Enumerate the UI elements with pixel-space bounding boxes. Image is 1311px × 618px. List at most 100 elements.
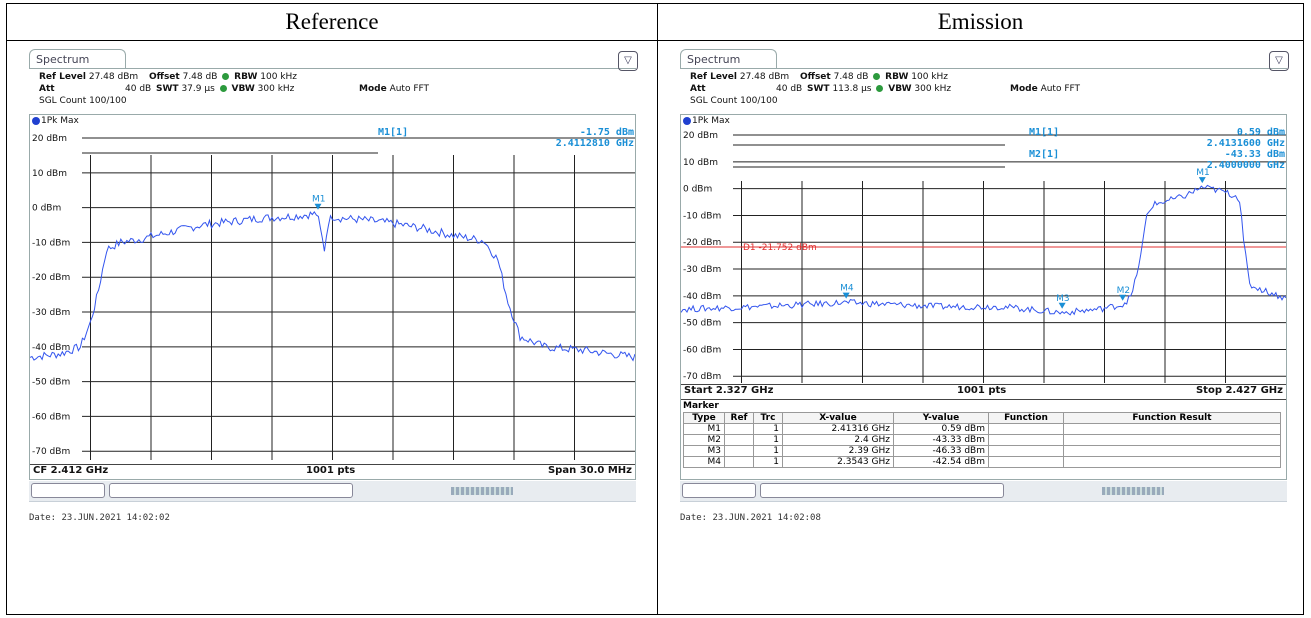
column-header: X-value bbox=[782, 412, 894, 424]
spectrum-tab[interactable]: Spectrum bbox=[680, 49, 777, 69]
marker-label: M1 bbox=[312, 195, 326, 205]
reference-chart: 20 dBm 10 dBm 0 dBm -10 dBm -20 dBm -30 dBm -4… bbox=[30, 127, 635, 460]
table-cell: 1 bbox=[753, 423, 783, 435]
att-value: 40 dB bbox=[776, 84, 803, 94]
table-cell: 2.39 GHz bbox=[782, 445, 894, 457]
table-cell: -43.33 dBm bbox=[893, 434, 989, 446]
status-field-1[interactable] bbox=[31, 483, 105, 498]
marker-icon bbox=[314, 203, 322, 210]
mode-row: Mode Auto FFT bbox=[359, 84, 430, 94]
swt-row: SWT 37.9 µs VBW 300 kHz bbox=[156, 84, 295, 94]
header-emission: Emission bbox=[658, 4, 1303, 41]
column-header: Ref bbox=[724, 412, 754, 424]
marker-readout-level: -1.75 dBm bbox=[580, 127, 634, 138]
table-cell bbox=[1063, 445, 1281, 457]
status-dot-icon bbox=[222, 73, 230, 80]
table-cell bbox=[988, 423, 1064, 435]
offset-row: Offset 7.48 dB RBW 100 kHz bbox=[149, 72, 297, 82]
trace-label: 1Pk Max bbox=[683, 116, 730, 126]
marker-icon bbox=[1119, 294, 1127, 301]
status-dot-icon bbox=[876, 85, 884, 92]
marker-icon bbox=[842, 292, 850, 299]
status-field-1[interactable] bbox=[682, 483, 756, 498]
display-line-label: D1 -21.752 dBm bbox=[743, 243, 817, 253]
y-tick-label: -10 dBm bbox=[32, 238, 70, 248]
marker-readout-name: M2[1] bbox=[1029, 149, 1059, 160]
y-tick-label: -60 dBm bbox=[32, 412, 70, 422]
marker-table-title: Marker bbox=[683, 401, 719, 411]
points-count: 1001 pts bbox=[957, 385, 1007, 396]
sgl-count: SGL Count 100/100 bbox=[690, 96, 778, 106]
spectrum-tab[interactable]: Spectrum bbox=[29, 49, 126, 69]
emission-panel: Spectrum ▽ Ref Level 27.48 dBm Offset 7.… bbox=[658, 41, 1307, 614]
tab-line bbox=[680, 68, 1287, 69]
marker-readout-level: 0.59 dBm bbox=[1237, 127, 1285, 138]
column-header: Type bbox=[683, 412, 725, 424]
status-dot-icon bbox=[873, 73, 881, 80]
marker-label: M4 bbox=[840, 284, 854, 294]
table-cell: -46.33 dBm bbox=[893, 445, 989, 457]
column-divider bbox=[657, 4, 658, 614]
status-bar bbox=[680, 481, 1287, 502]
table-cell: M4 bbox=[683, 456, 725, 468]
reference-footer: CF 2.412 GHz 1001 pts Span 30.0 MHz bbox=[30, 464, 635, 479]
sgl-count: SGL Count 100/100 bbox=[39, 96, 127, 106]
table-cell: M3 bbox=[683, 445, 725, 457]
y-tick-label: 20 dBm bbox=[683, 131, 718, 141]
trace-label: 1Pk Max bbox=[32, 116, 79, 126]
menu-icon[interactable]: ▽ bbox=[618, 51, 638, 71]
att-row: Att bbox=[39, 84, 55, 94]
points-count: 1001 pts bbox=[306, 465, 356, 476]
reference-panel: Spectrum ▽ Ref Level 27.48 dBm Offset 7.… bbox=[7, 41, 656, 614]
timestamp: Date: 23.JUN.2021 14:02:02 bbox=[29, 513, 170, 523]
column-header: Function Result bbox=[1063, 412, 1281, 424]
y-tick-label: -50 dBm bbox=[32, 378, 70, 388]
span-value: Span 30.0 MHz bbox=[547, 465, 632, 476]
progress-indicator bbox=[451, 487, 513, 495]
y-tick-label: -70 dBm bbox=[32, 447, 70, 457]
column-header: Trc bbox=[753, 412, 783, 424]
y-tick-label: -70 dBm bbox=[683, 372, 721, 382]
marker-readout-frequency: 2.4000000 GHz bbox=[1207, 160, 1285, 171]
y-tick-label: -60 dBm bbox=[683, 345, 721, 355]
center-frequency: CF 2.412 GHz bbox=[33, 465, 109, 476]
table-cell bbox=[1063, 423, 1281, 435]
y-tick-label: 10 dBm bbox=[683, 158, 718, 168]
table-row[interactable]: M3 1 2.39 GHz -46.33 dBm bbox=[683, 445, 1281, 457]
menu-icon[interactable]: ▽ bbox=[1269, 51, 1289, 71]
table-row[interactable]: M1 1 2.41316 GHz 0.59 dBm bbox=[683, 423, 1281, 435]
start-frequency: Start 2.327 GHz bbox=[684, 385, 774, 396]
marker-readout-frequency: 2.4131600 GHz bbox=[1207, 138, 1285, 149]
y-tick-label: 20 dBm bbox=[32, 134, 67, 144]
status-field-2[interactable] bbox=[109, 483, 353, 498]
trace-line bbox=[30, 211, 635, 362]
marker-icon bbox=[1198, 177, 1206, 184]
trace-line bbox=[681, 184, 1286, 316]
column-header: Function bbox=[988, 412, 1064, 424]
y-tick-label: -10 dBm bbox=[683, 211, 721, 221]
table-cell bbox=[724, 434, 754, 446]
table-cell bbox=[1063, 434, 1281, 446]
emission-chart: 20 dBm 10 dBm 0 dBm -10 dBm -20 dBm -30 dBm -4… bbox=[681, 127, 1286, 383]
table-cell bbox=[988, 434, 1064, 446]
y-tick-label: -20 dBm bbox=[32, 273, 70, 283]
table-cell: M1 bbox=[683, 423, 725, 435]
comparison-table: Reference Emission Spectrum ▽ Ref Level … bbox=[6, 3, 1304, 615]
table-row[interactable]: M4 1 2.3543 GHz -42.54 dBm bbox=[683, 456, 1281, 468]
header-reference: Reference bbox=[7, 4, 657, 41]
table-cell: 2.3543 GHz bbox=[782, 456, 894, 468]
status-dot-icon bbox=[219, 85, 227, 92]
stop-frequency: Stop 2.427 GHz bbox=[1195, 385, 1283, 396]
emission-footer: Start 2.327 GHz 1001 pts Stop 2.427 GHz bbox=[681, 384, 1286, 399]
table-cell: 1 bbox=[753, 434, 783, 446]
y-tick-label: -50 dBm bbox=[683, 319, 721, 329]
table-cell: 2.41316 GHz bbox=[782, 423, 894, 435]
table-cell bbox=[988, 456, 1064, 468]
ref-level-row: Ref Level 27.48 dBm bbox=[39, 72, 139, 82]
status-field-2[interactable] bbox=[760, 483, 1004, 498]
table-row[interactable]: M2 1 2.4 GHz -43.33 dBm bbox=[683, 434, 1281, 446]
table-cell bbox=[724, 445, 754, 457]
y-tick-label: -30 dBm bbox=[32, 308, 70, 318]
marker-icon bbox=[1058, 302, 1066, 309]
att-value: 40 dB bbox=[125, 84, 152, 94]
